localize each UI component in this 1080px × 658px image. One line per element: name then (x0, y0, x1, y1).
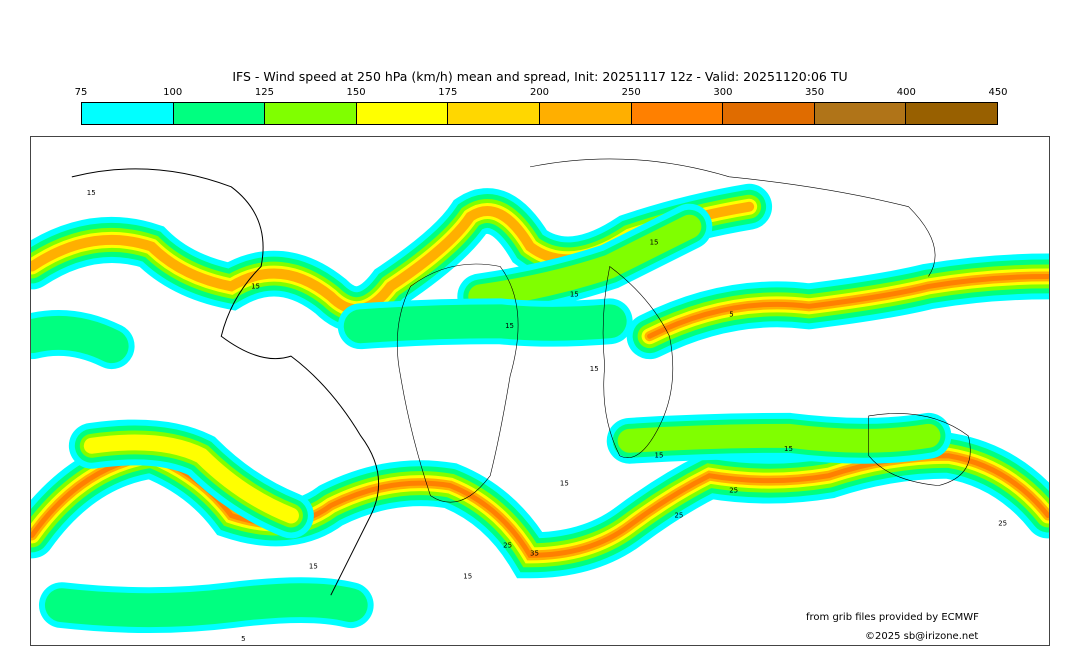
contour-label: 35 (530, 549, 539, 557)
copyright-credit: ©2025 sb@irizone.net (865, 631, 979, 642)
contour-label: 5 (729, 310, 733, 318)
contour-label: 25 (503, 541, 512, 549)
contour-label: 15 (784, 445, 793, 453)
colorbar-swatch (539, 103, 632, 124)
colorbar-tick-label: 250 (621, 87, 641, 98)
contour-label: 15 (505, 322, 514, 330)
colorbar-swatch (448, 103, 540, 124)
coastlines (71, 158, 971, 596)
colorbar-swatch (814, 103, 907, 124)
jet-stream-bands (31, 183, 1049, 634)
colorbar-tick-label: 75 (74, 87, 88, 98)
contour-label: 15 (570, 290, 579, 298)
contour-labels: 15 15 15 15 15 15 15 15 15 15 15 25 25 25 25 35 5 5 (87, 189, 1007, 643)
data-source-credit: from grib files provided by ECMWF (806, 612, 979, 623)
wind-speed-band (44, 583, 368, 628)
colorbar-tick-label: 300 (713, 87, 733, 98)
colorbar-tick-label: 450 (988, 87, 1008, 98)
colorbar-tick-label: 150 (346, 87, 366, 98)
colorbar-swatch (265, 103, 357, 124)
contour-label: 25 (674, 512, 683, 520)
colorbar-swatch (723, 103, 815, 124)
colorbar-tick-label: 400 (896, 87, 916, 98)
contour-label: 25 (998, 519, 1007, 527)
contour-label: 15 (655, 452, 664, 460)
contour-label: 15 (463, 572, 472, 580)
colorbar-tick-label: 100 (163, 87, 183, 98)
colorbar-swatch (82, 103, 174, 124)
wind-speed-band (83, 434, 299, 524)
contour-label: 15 (590, 365, 599, 373)
chart-title: IFS - Wind speed at 250 hPa (km/h) mean … (232, 69, 848, 84)
colorbar-legend (81, 102, 998, 125)
contour-label: 15 (251, 282, 260, 290)
contour-label: 25 (729, 487, 738, 495)
wind-speed-band (31, 315, 129, 364)
colorbar-swatch (356, 103, 449, 124)
contour-label: 15 (560, 480, 569, 488)
wind-speed-map: 15 15 15 15 15 15 15 15 15 15 15 25 25 25 25 35 5 5 (30, 136, 1050, 646)
colorbar-swatch (906, 103, 997, 124)
wind-speed-band (617, 423, 941, 453)
contour-label: 15 (650, 239, 659, 247)
colorbar-tick-label: 200 (529, 87, 550, 98)
wind-speed-band (647, 273, 1049, 339)
colorbar-tick-label: 350 (805, 87, 825, 98)
contour-label: 5 (241, 635, 245, 643)
contour-label: 15 (309, 562, 318, 570)
colorbar-swatch (173, 103, 266, 124)
wind-speed-band (343, 304, 627, 344)
colorbar-swatch (631, 103, 724, 124)
colorbar-tick-label: 175 (438, 87, 458, 98)
colorbar-tick-label: 125 (254, 87, 274, 98)
contour-label: 15 (87, 189, 96, 197)
